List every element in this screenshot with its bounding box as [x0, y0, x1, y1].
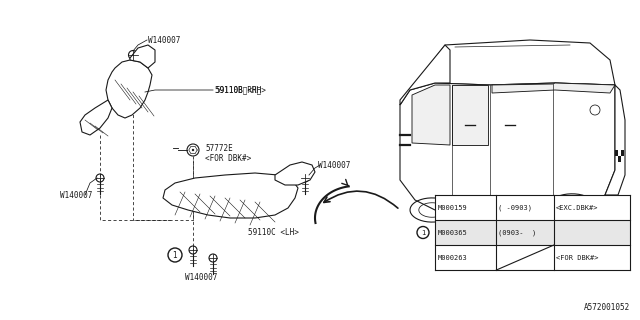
Polygon shape: [400, 45, 450, 105]
Polygon shape: [435, 220, 630, 245]
Text: 59110C <LH>: 59110C <LH>: [248, 228, 299, 236]
Polygon shape: [605, 85, 625, 195]
Polygon shape: [412, 85, 450, 145]
Polygon shape: [80, 100, 112, 135]
Text: M000263: M000263: [438, 254, 468, 260]
Polygon shape: [400, 40, 615, 105]
Text: 59110B <RH>: 59110B <RH>: [215, 85, 266, 94]
Text: W140007: W140007: [148, 36, 180, 44]
Text: 57772E: 57772E: [205, 143, 233, 153]
Text: W140007: W140007: [185, 274, 218, 283]
Polygon shape: [106, 60, 152, 118]
Bar: [615, 150, 618, 156]
Polygon shape: [452, 85, 488, 145]
Polygon shape: [400, 83, 615, 218]
Text: (0903-  ): (0903- ): [499, 229, 537, 236]
Text: M000365: M000365: [438, 229, 468, 236]
Polygon shape: [130, 45, 155, 68]
Circle shape: [192, 149, 194, 151]
Bar: [435, 195, 630, 270]
Text: <FOR DBK#>: <FOR DBK#>: [556, 254, 598, 260]
Text: W140007: W140007: [318, 161, 350, 170]
Polygon shape: [163, 173, 298, 218]
Text: 1: 1: [173, 251, 177, 260]
Polygon shape: [275, 162, 315, 185]
Text: M000159: M000159: [438, 204, 468, 211]
Text: 1: 1: [420, 229, 425, 236]
Bar: [618, 156, 621, 162]
Text: W140007: W140007: [60, 190, 92, 199]
Polygon shape: [492, 83, 615, 93]
Text: A572001052: A572001052: [584, 303, 630, 312]
Text: 59110B〈RH〉: 59110B〈RH〉: [215, 85, 261, 94]
Bar: [621, 150, 624, 156]
Text: <FOR DBK#>: <FOR DBK#>: [205, 154, 252, 163]
Text: ( -0903): ( -0903): [499, 204, 532, 211]
Text: <EXC.DBK#>: <EXC.DBK#>: [556, 204, 598, 211]
